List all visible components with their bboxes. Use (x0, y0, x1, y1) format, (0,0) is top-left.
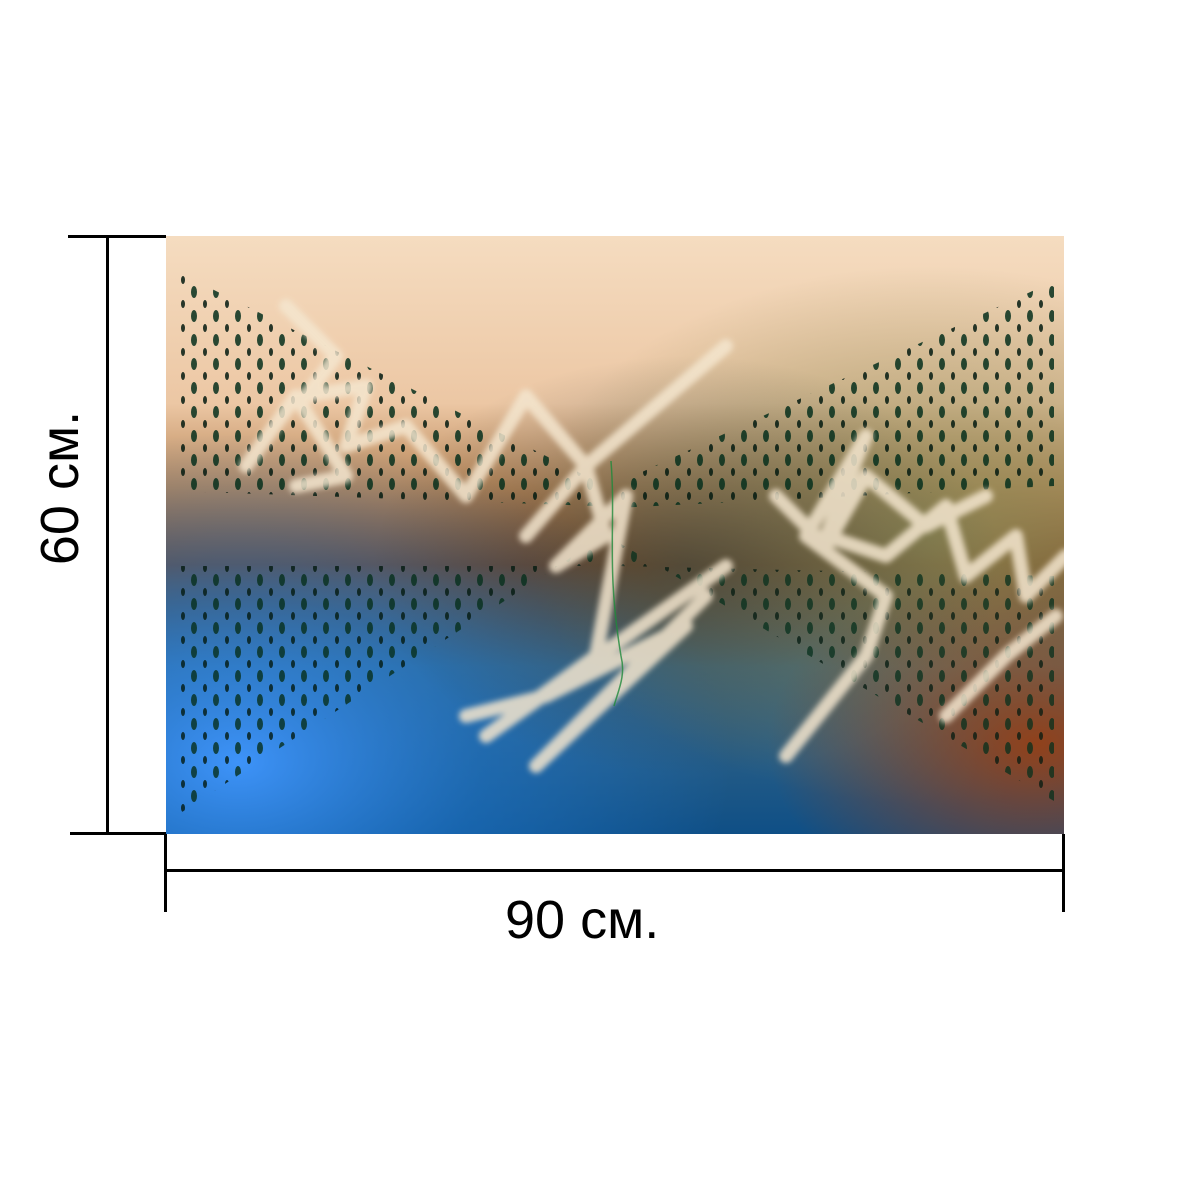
width-label: 90 см. (505, 890, 660, 950)
width-dimension-left-tick (164, 834, 167, 912)
height-dimension-top-tick (68, 235, 166, 238)
abstract-print-icon (166, 236, 1064, 834)
height-label: 60 см. (30, 410, 90, 566)
artwork-image (166, 236, 1064, 834)
height-dimension-bottom-tick (70, 832, 166, 835)
height-dimension-line (106, 236, 109, 834)
width-dimension-line (166, 869, 1064, 872)
width-dimension-right-tick (1062, 834, 1065, 912)
